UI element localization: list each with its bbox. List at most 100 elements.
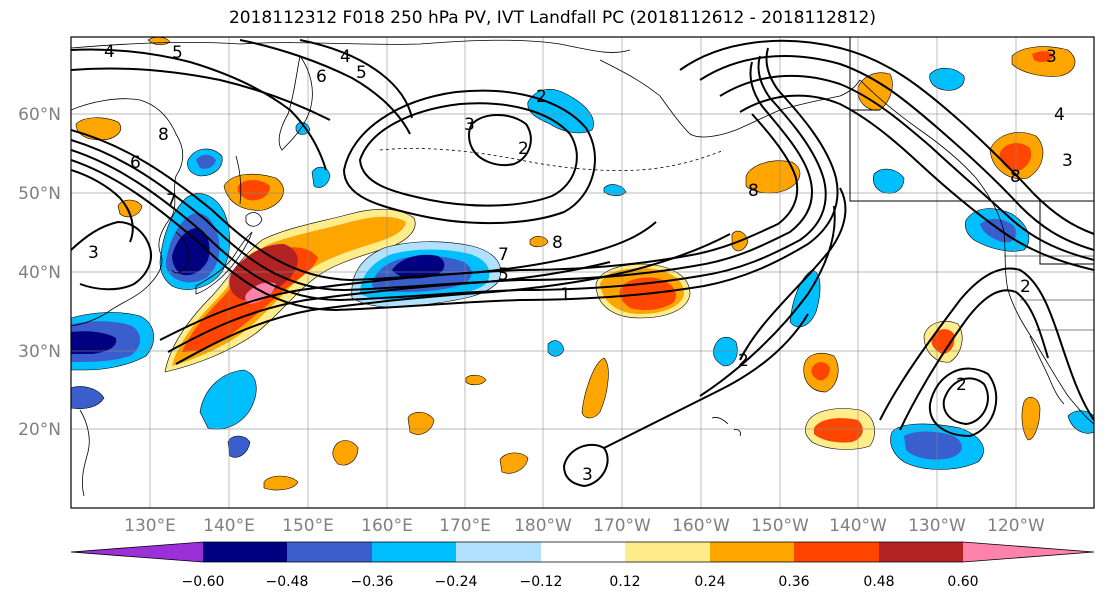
positive-anomaly-small-3-red <box>237 180 270 201</box>
colorbar-segment-1 <box>203 542 287 562</box>
lon-label-170w: 170°W <box>593 516 651 536</box>
lon-label-150w: 150°W <box>751 516 809 536</box>
negative-anomaly-north-blue <box>872 168 905 194</box>
coastline-japan-hokkaido <box>245 212 263 227</box>
lon-label-180w: 180°W <box>514 516 572 536</box>
positive-anomaly-150w-25n-red <box>811 362 830 381</box>
colorbar-label-neg036: −0.36 <box>351 574 394 590</box>
contour-label-4-east: 4 <box>1054 105 1065 125</box>
coastline-baja <box>1029 335 1065 405</box>
negative-anomaly-west-edge-lower <box>71 386 105 409</box>
colorbar-segment-5 <box>541 542 625 562</box>
coastline-north-america <box>859 79 1094 425</box>
contour-label-6-top: 6 <box>316 67 327 87</box>
contour-label-3-east: 3 <box>1062 151 1073 171</box>
coastline-korea <box>171 231 189 274</box>
positive-anomaly-small-9 <box>263 475 299 491</box>
negative-anomaly-jet-165e-core <box>392 254 445 279</box>
colorbar-label-024: 0.24 <box>694 574 725 590</box>
contour-gulf-ridge-4 <box>679 39 1094 235</box>
contour-label-5-jet: 5 <box>498 265 509 285</box>
lat-label-20n: 20°N <box>18 420 61 440</box>
contour-label-5-west: 5 <box>172 43 183 63</box>
contour-label-7-jet: 7 <box>498 245 509 265</box>
negative-anomaly-160w <box>713 336 738 367</box>
colorbar-label-neg024: −0.24 <box>435 574 478 590</box>
map-border <box>70 36 1095 509</box>
colorbar-label-060: 0.60 <box>947 574 978 590</box>
contour-label-3-loop: 3 <box>582 465 593 485</box>
coastline-hawaii <box>711 417 741 437</box>
contour-west-4 <box>71 169 134 243</box>
contour-gulf-ridge-2 <box>719 74 1094 261</box>
pv-contours <box>71 39 1094 488</box>
contour-cutoff-150w-2 <box>699 205 836 397</box>
lon-label-140e: 140°E <box>203 516 255 536</box>
contour-subtropical-loop <box>562 443 609 488</box>
contour-west-2 <box>71 67 331 121</box>
colorbar-segment-3 <box>372 542 456 562</box>
contour-top-2 <box>239 39 411 135</box>
negative-anomaly-subtropics-core <box>904 431 962 460</box>
colorbar-segment-9 <box>879 542 963 562</box>
contour-label-2-east: 2 <box>1020 277 1031 297</box>
contour-west-3 <box>71 220 152 291</box>
positive-anomaly-japan-pink <box>245 282 276 304</box>
positive-anomaly-small-12 <box>465 374 487 386</box>
positive-anomaly-small-5 <box>332 440 359 466</box>
contour-cutoff-150w <box>739 187 847 361</box>
negative-anomaly-small-2 <box>311 166 331 188</box>
contour-west-1 <box>71 48 327 171</box>
colorbar-label-neg048: −0.48 <box>266 574 309 590</box>
colorbar <box>70 541 1095 563</box>
lon-label-150e: 150°E <box>282 516 334 536</box>
lon-label-130e: 130°E <box>124 516 176 536</box>
colorbar-segment-4 <box>456 542 541 562</box>
coastline-asia <box>71 98 184 327</box>
lat-label-50n: 50°N <box>18 184 61 204</box>
positive-anomaly-150w-52n <box>745 160 801 194</box>
contour-label-2-bering-inner: 2 <box>518 139 529 159</box>
colorbar-label-036: 0.36 <box>778 574 809 590</box>
lon-label-170e: 170°E <box>439 516 491 536</box>
latitude-labels: 60°N 50°N 40°N 30°N 20°N <box>18 105 61 440</box>
colorbar-outline <box>70 541 1095 563</box>
negative-anomaly-small-4 <box>547 340 565 357</box>
colorbar-segment-6 <box>625 542 710 562</box>
contour-labels: 4 5 6 4 5 8 6 7 3 2 3 2 7 8 5 1 8 2 3 4 … <box>88 42 1073 485</box>
positive-anomaly-small-13 <box>529 236 549 248</box>
contour-label-1-jet: 1 <box>560 285 571 305</box>
colorbar-labels: −0.60 −0.48 −0.36 −0.24 −0.12 0.12 0.24 … <box>182 574 979 590</box>
contour-label-8-east: 8 <box>1010 167 1021 187</box>
positive-anomaly-small-7 <box>499 452 529 474</box>
coastlines <box>71 39 1094 497</box>
contour-label-7-west: 7 <box>166 191 177 211</box>
positive-anomaly-140w-top <box>857 72 893 111</box>
contour-label-8-gulf: 8 <box>748 181 759 201</box>
positive-anomaly-small-8 <box>581 357 609 419</box>
contour-label-6-west: 6 <box>130 153 141 173</box>
contour-label-2-bering: 2 <box>536 87 547 107</box>
negative-anomaly-west-edge-core <box>71 331 117 354</box>
coastline-kamchatka <box>278 55 313 151</box>
contour-jet-6 <box>167 261 611 353</box>
colorbar-label-048: 0.48 <box>863 574 894 590</box>
negative-anomaly-kamchatka-core <box>196 154 216 169</box>
contour-label-8-jet: 8 <box>552 233 563 253</box>
contour-bering-trough-3 <box>342 89 596 225</box>
colorbar-segment-0 <box>71 542 203 562</box>
coastline-siberia-north <box>71 39 631 53</box>
coastline-philippines <box>79 409 90 497</box>
coastline-aleutians <box>379 148 725 171</box>
lon-label-140w: 140°W <box>829 516 887 536</box>
negative-anomaly-small-1b <box>227 435 251 458</box>
colorbar-label-neg060: −0.60 <box>182 574 225 590</box>
contour-label-2-cutoff: 2 <box>738 351 749 371</box>
lat-label-40n: 40°N <box>18 263 61 283</box>
lat-label-60n: 60°N <box>18 105 61 125</box>
contour-gulf-ridge-3 <box>739 94 1094 271</box>
contour-label-5-top: 5 <box>356 63 367 83</box>
coastline-alaska <box>599 59 861 138</box>
lon-label-130w: 130°W <box>908 516 966 536</box>
